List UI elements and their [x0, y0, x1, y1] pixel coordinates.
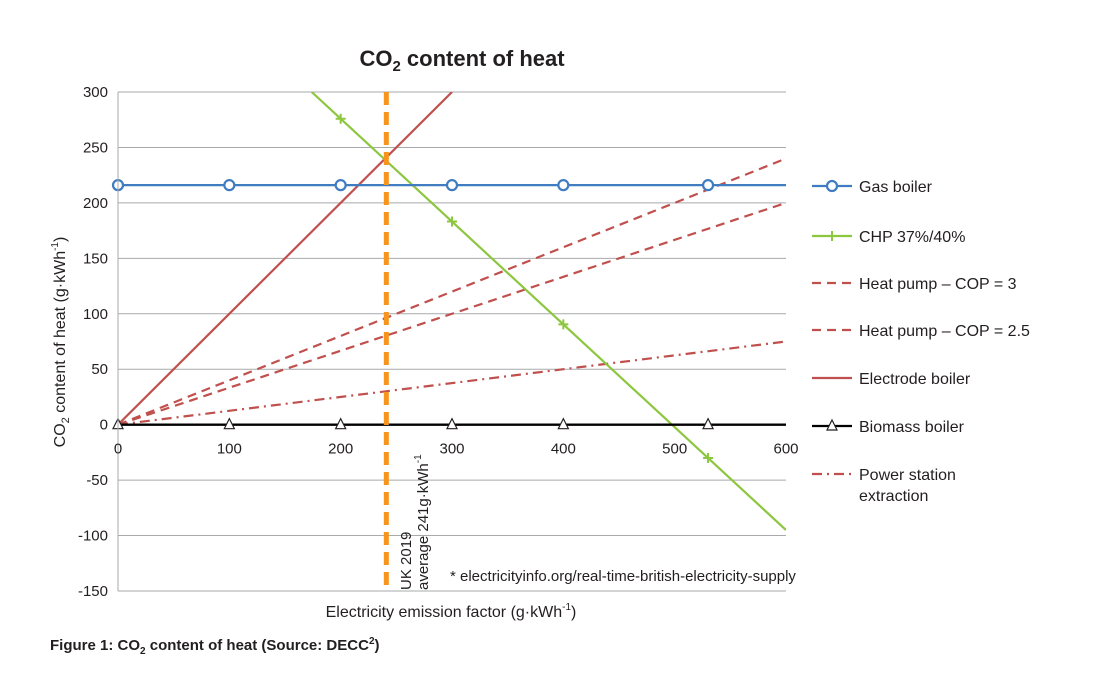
chart-title-part: content of heat — [401, 46, 565, 71]
marker-triangle — [223, 417, 236, 430]
marker-circle — [701, 179, 715, 192]
y-tick-label: 100 — [83, 306, 108, 323]
legend-entry: Biomass boiler — [812, 418, 965, 436]
legend: Gas boiler CHP 37%/40% Heat pump – COP = 3… — [812, 179, 1030, 505]
legend-label: Power station — [859, 467, 956, 484]
marker-circle — [334, 179, 347, 192]
legend-label: Heat pump – COP = 3 — [859, 276, 1017, 293]
legend-label: Electrode boiler — [859, 371, 971, 388]
series-line — [118, 201, 786, 426]
series-clip-group — [118, 92, 786, 531]
y-tick-label: -150 — [78, 583, 108, 600]
chart-title-part: CO — [359, 46, 392, 71]
marker-plus — [447, 216, 457, 227]
x-tick-label: 400 — [551, 441, 576, 458]
series-line — [118, 340, 786, 426]
marker-triangle — [557, 417, 570, 430]
grid — [118, 91, 786, 592]
marker-plus — [703, 453, 714, 464]
svg-text:UK 2019: UK 2019 — [398, 532, 415, 590]
legend-label: Gas boiler — [859, 179, 933, 196]
marker-circle — [223, 179, 236, 192]
chart-title: CO2 content of heat — [359, 46, 565, 75]
marker-circle — [825, 179, 839, 193]
legend-entry: Electrode boiler — [812, 371, 971, 388]
legend-entry: Power station extraction — [812, 467, 956, 505]
source-footnote: * electricityinfo.org/real-time-british-… — [450, 568, 796, 585]
series-line — [310, 92, 786, 531]
x-tick-label: 200 — [328, 441, 353, 458]
y-tick-label: 0 — [100, 417, 108, 434]
figure-caption: Figure 1: CO2 content of heat (Source: D… — [50, 636, 380, 657]
legend-entry: Heat pump – COP = 2.5 — [812, 323, 1030, 340]
legend-label: extraction — [859, 488, 928, 505]
legend-entry: Gas boiler — [812, 179, 933, 196]
marker-triangle — [334, 417, 347, 430]
series-line — [118, 92, 453, 426]
legend-label: CHP 37%/40% — [859, 229, 965, 246]
y-tick-label: -50 — [86, 472, 108, 489]
x-axis-label: Electricity emission factor (g·kWh-1) — [326, 602, 577, 621]
marker-plus — [558, 319, 569, 330]
legend-label: Biomass boiler — [859, 419, 965, 436]
y-tick-label: 50 — [91, 361, 108, 378]
x-tick-label: 0 — [114, 441, 122, 458]
x-tick-label: 100 — [217, 441, 242, 458]
y-tick-label: 250 — [83, 139, 108, 156]
svg-text:average 241g·kWh-1: average 241g·kWh-1 — [413, 454, 432, 590]
marker-circle — [557, 179, 570, 192]
chart-title-subscript: 2 — [392, 58, 400, 75]
y-tick-label: 150 — [83, 250, 108, 267]
marker-triangle — [446, 417, 458, 430]
y-axis-label: CO2 content of heat (g·kWh-1) — [50, 237, 72, 448]
y-tick-label: 200 — [83, 195, 108, 212]
marker-plus — [827, 231, 837, 241]
marker-triangle — [826, 418, 838, 431]
series-line — [118, 157, 786, 426]
legend-label: Heat pump – COP = 2.5 — [859, 323, 1030, 340]
legend-entry: Heat pump – COP = 3 — [812, 276, 1017, 293]
uk-2019-average-label: UK 2019 average 241g·kWh-1 — [398, 454, 432, 590]
y-tick-label: 300 — [83, 84, 108, 101]
axes: -150 -100 -50 0 50 100 150 200 250 300 0 100 200 300 4… — [78, 84, 799, 600]
marker-circle — [445, 179, 459, 192]
x-tick-label: 300 — [439, 441, 464, 458]
x-tick-label: 600 — [773, 441, 798, 458]
marker-plus — [335, 113, 346, 124]
marker-triangle — [702, 417, 715, 430]
x-tick-label: 500 — [662, 441, 687, 458]
legend-entry: CHP 37%/40% — [812, 229, 965, 246]
plot-area — [111, 92, 786, 591]
y-tick-label: -100 — [78, 528, 108, 545]
